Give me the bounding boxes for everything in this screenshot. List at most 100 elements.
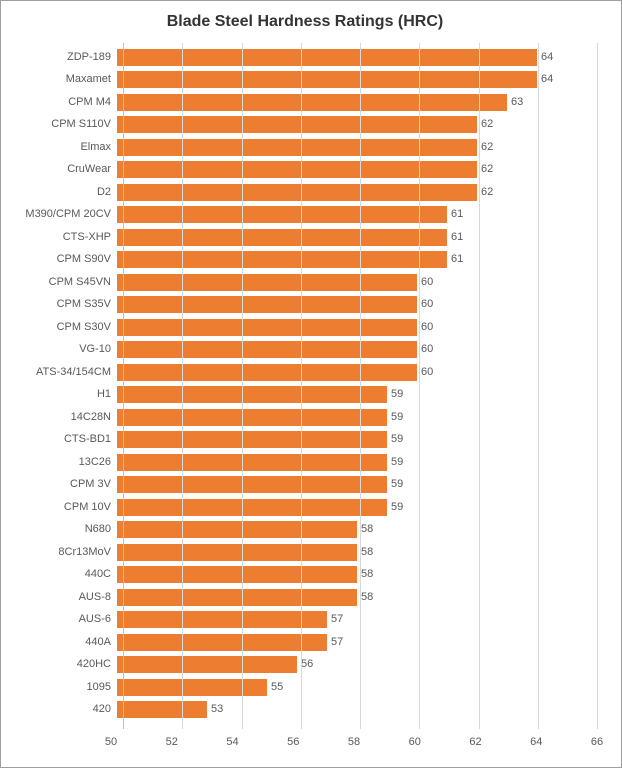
bar <box>117 161 477 178</box>
bar <box>117 409 387 426</box>
bar-track: 57 <box>117 611 597 628</box>
bar-row: CPM S110V 62 <box>13 116 597 133</box>
bar-row: 13C2659 <box>13 454 597 471</box>
bar-value-label: 58 <box>361 569 373 580</box>
bar-value-label: 61 <box>451 232 463 243</box>
bar-track: 57 <box>117 634 597 651</box>
category-label: CPM M4 <box>13 97 117 108</box>
bar-row: CruWear 62 <box>13 161 597 178</box>
bar-value-label: 58 <box>361 547 373 558</box>
bar-value-label: 60 <box>421 277 433 288</box>
gridline <box>538 43 539 729</box>
bar <box>117 94 507 111</box>
bar-track: 60 <box>117 364 597 381</box>
bar <box>117 319 417 336</box>
category-label: N680 <box>13 524 117 535</box>
bar-row: CPM S30V 60 <box>13 319 597 336</box>
bar <box>117 634 327 651</box>
bar-track: 60 <box>117 274 597 291</box>
bar-track: 64 <box>117 49 597 66</box>
bar-row: 42053 <box>13 701 597 718</box>
bar-track: 59 <box>117 499 597 516</box>
bar-track: 58 <box>117 566 597 583</box>
category-label: ZDP-189 <box>13 52 117 63</box>
bar-value-label: 62 <box>481 187 493 198</box>
bar <box>117 251 447 268</box>
bar-track: 56 <box>117 656 597 673</box>
gridline <box>242 43 243 729</box>
category-label: CruWear <box>13 164 117 175</box>
bar-row: Maxamet64 <box>13 71 597 88</box>
bar-value-label: 58 <box>361 592 373 603</box>
bar-track: 58 <box>117 521 597 538</box>
bar <box>117 611 327 628</box>
bar <box>117 184 477 201</box>
bar-track: 61 <box>117 229 597 246</box>
plot-area: ZDP-18964Maxamet64CPM M463CPM S110V62Elm… <box>123 43 597 729</box>
category-label: CPM 3V <box>13 479 117 490</box>
category-label: CPM 10V <box>13 502 117 513</box>
category-label: CPM S110V <box>13 119 117 130</box>
bar-track: 60 <box>117 296 597 313</box>
category-label: CPM S35V <box>13 299 117 310</box>
bar-row: AUS-657 <box>13 611 597 628</box>
bar <box>117 431 387 448</box>
category-label: Maxamet <box>13 74 117 85</box>
bar-track: 59 <box>117 431 597 448</box>
bar-track: 62 <box>117 184 597 201</box>
bar-row: ATS-34/154CM60 <box>13 364 597 381</box>
gridline <box>479 43 480 729</box>
gridline <box>597 43 598 729</box>
bar-value-label: 62 <box>481 119 493 130</box>
bar-track: 55 <box>117 679 597 696</box>
bar <box>117 364 417 381</box>
bar-value-label: 53 <box>211 704 223 715</box>
category-label: VG-10 <box>13 344 117 355</box>
bar-track: 60 <box>117 341 597 358</box>
category-label: 14C28N <box>13 412 117 423</box>
bar-value-label: 59 <box>391 389 403 400</box>
bar-row: H159 <box>13 386 597 403</box>
bar-value-label: 60 <box>421 322 433 333</box>
bar-row: CPM 10V59 <box>13 499 597 516</box>
category-label: M390/CPM 20CV <box>13 209 117 220</box>
bar-value-label: 59 <box>391 434 403 445</box>
bar-value-label: 59 <box>391 479 403 490</box>
x-tick-label: 52 <box>166 736 178 748</box>
x-tick-label: 60 <box>409 736 421 748</box>
bar-track: 61 <box>117 206 597 223</box>
category-label: 440C <box>13 569 117 580</box>
bar-value-label: 59 <box>391 412 403 423</box>
bar-value-label: 55 <box>271 682 283 693</box>
bar-value-label: 61 <box>451 254 463 265</box>
bar-value-label: 60 <box>421 367 433 378</box>
bar-value-label: 59 <box>391 457 403 468</box>
category-label: 1095 <box>13 682 117 693</box>
category-label: CPM S30V <box>13 322 117 333</box>
category-label: 440A <box>13 637 117 648</box>
bar <box>117 71 537 88</box>
bar <box>117 296 417 313</box>
bar-row: 1095 55 <box>13 679 597 696</box>
bar <box>117 701 207 718</box>
bar <box>117 476 387 493</box>
chart-container: Blade Steel Hardness Ratings (HRC) ZDP-1… <box>0 0 622 768</box>
bar-row: 440C 58 <box>13 566 597 583</box>
bar-value-label: 64 <box>541 52 553 63</box>
x-tick-label: 66 <box>591 736 603 748</box>
x-axis: 505254565860626466 <box>111 732 597 752</box>
bar-value-label: 57 <box>331 637 343 648</box>
bar-row: CPM M463 <box>13 94 597 111</box>
bar <box>117 566 357 583</box>
bar-row: CPM S90V61 <box>13 251 597 268</box>
bar-track: 61 <box>117 251 597 268</box>
bar-row: D262 <box>13 184 597 201</box>
x-tick-label: 58 <box>348 736 360 748</box>
category-label: CTS-BD1 <box>13 434 117 445</box>
bar <box>117 229 447 246</box>
category-label: Elmax <box>13 142 117 153</box>
bar-track: 62 <box>117 139 597 156</box>
bar <box>117 679 267 696</box>
bar-value-label: 62 <box>481 164 493 175</box>
category-label: AUS-6 <box>13 614 117 625</box>
